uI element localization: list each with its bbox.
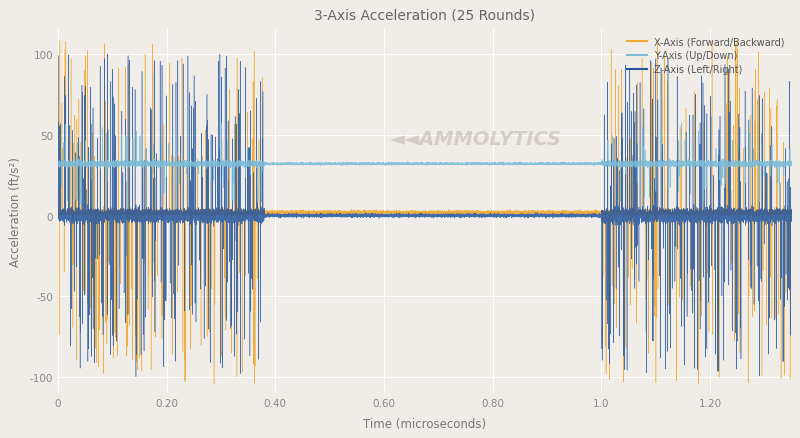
Text: ◄◄AMMOLYTICS: ◄◄AMMOLYTICS: [390, 130, 562, 149]
Legend: X-Axis (Forward/Backward), Y-Axis (Up/Down), Z-Axis (Left/Right): X-Axis (Forward/Backward), Y-Axis (Up/Do…: [623, 33, 789, 79]
Title: 3-Axis Acceleration (25 Rounds): 3-Axis Acceleration (25 Rounds): [314, 8, 535, 22]
X-axis label: Time (microseconds): Time (microseconds): [363, 417, 486, 430]
Y-axis label: Acceleration (ft/s²): Acceleration (ft/s²): [8, 157, 22, 267]
